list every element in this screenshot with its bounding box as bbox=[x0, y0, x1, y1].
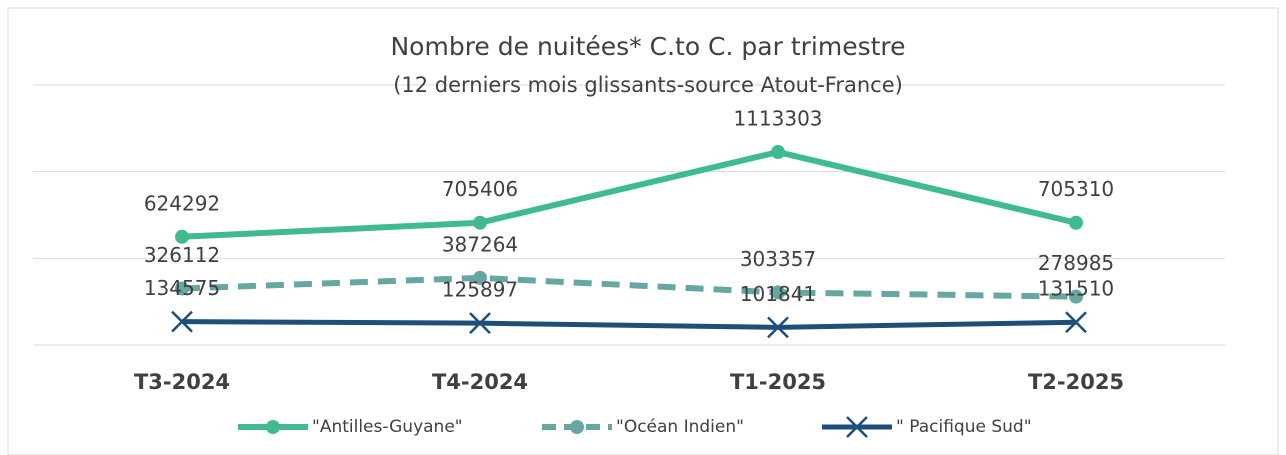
data-label: 1113303 bbox=[733, 107, 822, 131]
data-label: 303357 bbox=[740, 247, 816, 271]
data-label: 101841 bbox=[740, 282, 816, 306]
point bbox=[473, 215, 487, 230]
data-label: 705406 bbox=[442, 177, 518, 201]
data-label: 125897 bbox=[442, 278, 518, 302]
point bbox=[175, 229, 189, 244]
data-label: 387264 bbox=[442, 232, 518, 256]
point bbox=[771, 145, 785, 160]
point bbox=[469, 312, 491, 335]
legend-marker bbox=[266, 420, 280, 434]
data-label: 705310 bbox=[1038, 177, 1114, 201]
chart-border bbox=[7, 7, 1279, 455]
point bbox=[767, 316, 789, 339]
point bbox=[473, 270, 487, 285]
data-label: 326112 bbox=[144, 243, 220, 267]
legend-marker bbox=[570, 420, 584, 434]
data-label: 134575 bbox=[144, 276, 220, 300]
point bbox=[771, 285, 785, 300]
line bbox=[181, 149, 1077, 240]
x-tick-label: T4-2024 bbox=[432, 370, 528, 394]
data-label: 624292 bbox=[144, 191, 220, 215]
legend-item: " Pacifique Sud" bbox=[822, 416, 1032, 438]
series: 326112 387264 303357 278985 bbox=[144, 232, 1114, 304]
data-label: 131510 bbox=[1038, 277, 1114, 301]
point bbox=[1065, 311, 1087, 334]
legend-label: "Océan Indien" bbox=[616, 417, 744, 437]
legend-item: "Océan Indien" bbox=[542, 417, 744, 437]
point bbox=[1069, 215, 1083, 230]
legend-label: "Antilles-Guyane" bbox=[312, 417, 463, 437]
chart-title: Nombre de nuitées* C.to C. par trimestre bbox=[390, 32, 905, 61]
line bbox=[181, 274, 1077, 300]
point bbox=[171, 310, 193, 333]
point bbox=[1069, 289, 1083, 304]
legend-marker bbox=[846, 416, 868, 438]
x-tick-label: T2-2025 bbox=[1028, 370, 1124, 394]
legend-item: "Antilles-Guyane" bbox=[238, 417, 463, 437]
legend-label: " Pacifique Sud" bbox=[896, 417, 1032, 437]
x-tick-label: T1-2025 bbox=[730, 370, 826, 394]
data-label: 278985 bbox=[1038, 251, 1114, 275]
chart-subtitle: (12 derniers mois glissants-source Atout… bbox=[393, 73, 903, 97]
line bbox=[181, 319, 1077, 330]
series: 134575 125897 101841 131510 bbox=[144, 276, 1114, 339]
point bbox=[175, 281, 189, 296]
x-tick-label: T3-2024 bbox=[134, 370, 230, 394]
series: 624292 705406 1113303 705310 bbox=[144, 107, 1114, 244]
